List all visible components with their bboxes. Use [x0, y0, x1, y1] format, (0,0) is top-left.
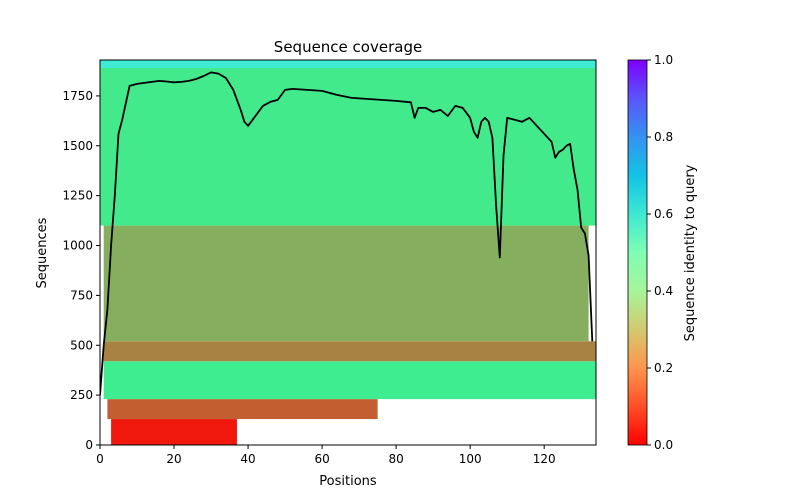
- y-axis-label: Sequences: [35, 217, 50, 288]
- colorbar-label: Sequence identity to query: [683, 164, 698, 341]
- colorbar-ticks: 0.0 0.2 0.4 0.6 0.8 1.0: [647, 53, 673, 452]
- x-tick-label: 100: [459, 452, 482, 466]
- coverage-line: [100, 71, 594, 396]
- identity-band-5: [100, 67, 596, 226]
- identity-band-6: [100, 60, 596, 68]
- coverage-line-layer: [100, 71, 594, 396]
- y-tick-label: 1750: [62, 89, 93, 103]
- y-tick-label: 750: [70, 288, 93, 302]
- y-tick-label: 500: [70, 338, 93, 352]
- x-tick-label: 80: [388, 452, 403, 466]
- colorbar-tick-label: 0.2: [654, 361, 673, 375]
- colorbar-tick-label: 0.6: [654, 207, 673, 221]
- x-axis-ticks: 0 20 40 60 80 100 120: [96, 445, 556, 466]
- colorbar-tick-label: 1.0: [654, 53, 673, 67]
- colorbar-tick-label: 0.8: [654, 130, 673, 144]
- x-tick-label: 0: [96, 452, 104, 466]
- identity-band-2: [103, 361, 596, 400]
- y-axis-ticks: 0 250 500 750 1000 1250 1500 1750: [62, 89, 100, 452]
- coverage-heatmap: [100, 60, 596, 445]
- identity-band-4: [103, 225, 589, 342]
- identity-band-1: [107, 399, 378, 420]
- identity-band-0: [111, 419, 237, 445]
- x-tick-label: 120: [533, 452, 556, 466]
- colorbar-tick-label: 0.4: [654, 284, 673, 298]
- y-tick-label: 0: [85, 438, 93, 452]
- chart-title: Sequence coverage: [274, 38, 422, 56]
- identity-band-3: [103, 341, 596, 362]
- x-tick-label: 20: [166, 452, 181, 466]
- y-tick-label: 1500: [62, 139, 93, 153]
- colorbar-tick-label: 0.0: [654, 438, 673, 452]
- colorbar: [627, 59, 648, 446]
- plot-frame: [99, 59, 597, 446]
- y-tick-label: 1000: [62, 239, 93, 253]
- x-axis-label: Positions: [319, 474, 377, 489]
- y-tick-label: 250: [70, 388, 93, 402]
- y-tick-label: 1250: [62, 189, 93, 203]
- x-tick-label: 60: [314, 452, 329, 466]
- x-tick-label: 40: [240, 452, 255, 466]
